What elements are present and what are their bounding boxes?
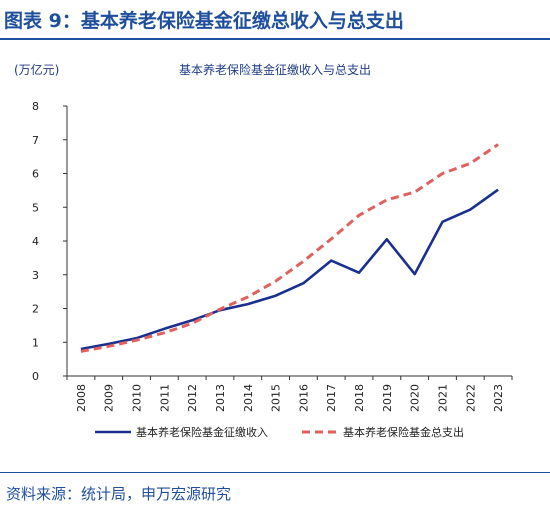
y-tick-label: 3: [32, 269, 39, 282]
series-2-point: [302, 260, 305, 263]
series-2-point: [385, 198, 388, 201]
header-divider: [0, 38, 550, 40]
y-axis-unit-label: (万亿元): [14, 62, 59, 77]
series-1-point: [330, 259, 333, 262]
y-tick-label: 6: [32, 168, 39, 181]
x-tick-label: 2017: [325, 384, 338, 412]
x-tick-label: 2012: [186, 384, 199, 412]
y-tick-label: 1: [32, 336, 39, 349]
x-tick-label: 2023: [492, 384, 505, 412]
x-tick-label: 2016: [297, 384, 310, 412]
series-line-2: [80, 143, 499, 353]
x-tick-label: 2020: [409, 384, 422, 412]
footer-divider: [0, 472, 550, 473]
x-tick-label: 2011: [158, 384, 171, 412]
x-tick-label: 2013: [214, 384, 227, 412]
series-2-point: [358, 214, 361, 217]
chart-legend: 基本养老保险基金征缴收入 基本养老保险基金总支出: [95, 425, 464, 439]
series-1-point: [469, 208, 472, 211]
source-note: 资料来源：统计局，申万宏源研究: [6, 485, 232, 503]
series-2-point: [246, 296, 249, 299]
legend-label: 基本养老保险基金征缴收入: [136, 425, 268, 439]
x-tick-label: 2008: [75, 384, 88, 412]
series-2-point: [218, 308, 221, 311]
figure-header: 图表 9：基本养老保险基金征缴总收入与总支出: [0, 0, 550, 40]
series-1-point: [191, 319, 194, 322]
y-tick-label: 4: [32, 235, 39, 248]
series-1-point: [497, 188, 500, 191]
x-tick-label: 2021: [436, 384, 449, 412]
series-2-point: [274, 280, 277, 283]
series-1-point: [302, 282, 305, 285]
series-line-1: [80, 188, 499, 351]
x-tick-label: 2015: [270, 384, 283, 412]
series-1-point: [413, 273, 416, 276]
chart-title: 基本养老保险基金征缴收入与总支出: [179, 62, 371, 77]
series-2-point: [469, 162, 472, 165]
x-tick-label: 2009: [103, 384, 116, 412]
legend-label: 基本养老保险基金总支出: [343, 425, 464, 439]
line-chart: (万亿元) 基本养老保险基金征缴收入与总支出 0 1 2 3 4 5 6 7 8 2008 2009…: [14, 62, 513, 439]
figure-title: 图表 9：基本养老保险基金征缴总收入与总支出: [4, 10, 404, 32]
y-tick-label: 2: [32, 303, 39, 316]
series-2-point: [441, 172, 444, 175]
series-1-point: [385, 238, 388, 241]
series-2-point: [163, 331, 166, 334]
series-1-point: [246, 303, 249, 306]
series-1-point: [163, 327, 166, 330]
series-2-point: [79, 350, 82, 353]
series-2-point: [107, 345, 110, 348]
series-2-point: [330, 237, 333, 240]
y-tick-label: 7: [32, 134, 39, 147]
series-2-point: [191, 322, 194, 325]
x-tick-label: 2010: [131, 384, 144, 412]
x-tick-label: 2018: [353, 384, 366, 412]
x-tick-label: 2019: [381, 384, 394, 412]
y-tick-label: 8: [32, 100, 39, 113]
series-2-point: [497, 143, 500, 146]
y-tick-label: 5: [32, 201, 39, 214]
series-1-point: [441, 220, 444, 223]
series-1-point: [358, 271, 361, 274]
series-1-point: [274, 294, 277, 297]
series-2-point: [135, 339, 138, 342]
plot-area: 0 1 2 3 4 5 6 7 8 2008 2009 2010 2011 2012 2013 2014 201…: [32, 100, 513, 412]
x-tick-label: 2014: [242, 384, 255, 412]
x-tick-label: 2022: [464, 384, 477, 412]
series-2-point: [413, 191, 416, 194]
y-tick-label: 0: [32, 370, 39, 383]
